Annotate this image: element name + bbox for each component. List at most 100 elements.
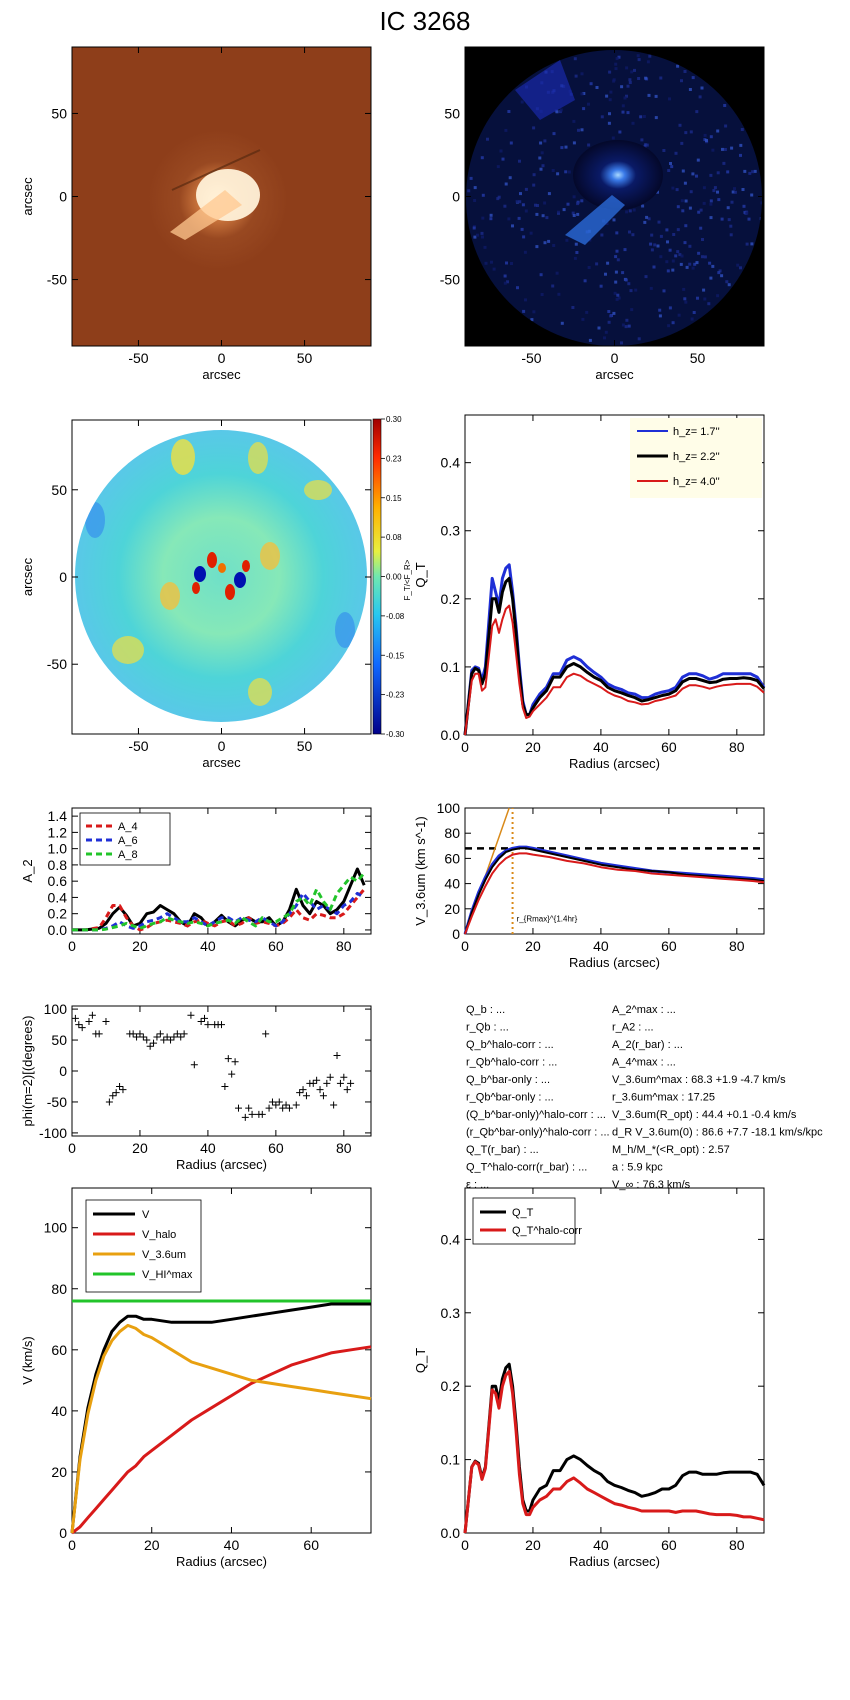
noise-dot: [658, 308, 662, 312]
noise-dot: [480, 156, 484, 160]
noise-dot: [620, 341, 623, 345]
param-right: V_3.6um^max : 68.3 +1.9 -4.7 km/s: [612, 1074, 786, 1086]
noise-dot: [733, 190, 737, 194]
noise-dot: [540, 293, 544, 296]
phase-point: [268, 1098, 276, 1106]
phase-point: [170, 1033, 178, 1041]
noise-dot: [628, 230, 631, 234]
noise-dot: [667, 324, 671, 328]
noise-dot: [750, 242, 754, 246]
phase-point: [330, 1101, 338, 1109]
phase-point: [88, 1011, 96, 1019]
param-right: r_3.6um^max : 17.25: [612, 1092, 715, 1104]
noise-dot: [532, 126, 536, 130]
noise-dot: [539, 141, 543, 145]
noise-dot: [709, 199, 713, 203]
x-axis-label: Radius (arcsec): [176, 1157, 267, 1172]
param-right: A_2(r_bar) : ...: [612, 1039, 683, 1051]
noise-dot: [484, 261, 488, 265]
blue-galaxy-feature: [515, 60, 575, 120]
noise-dot: [614, 62, 618, 66]
x-tick-label: 60: [268, 938, 284, 954]
noise-dot: [580, 72, 584, 76]
series-line-a-6: [72, 891, 365, 932]
noise-dot: [681, 209, 685, 213]
y-tick-label: 0.0: [48, 922, 68, 938]
axes-qt_profile: 0 20 40 60 80 0.0 0.1 0.2 0.3 0.4 Radius (arcsec) Q…: [413, 414, 766, 771]
phase-point: [143, 1036, 151, 1044]
x-tick-label: 80: [336, 938, 352, 954]
noise-dot: [582, 92, 586, 95]
noise-dot: [624, 325, 628, 329]
y-tick-label: 80: [51, 1281, 67, 1297]
noise-dot: [612, 311, 616, 315]
noise-dot: [646, 60, 650, 64]
noise-dot: [618, 130, 622, 134]
x-tick-label: 50: [297, 738, 313, 754]
x-tick-label: 40: [593, 739, 609, 755]
noise-dot: [726, 206, 730, 210]
noise-dot: [733, 187, 736, 191]
noise-dot: [753, 169, 757, 173]
noise-dot: [668, 306, 672, 310]
noise-dot: [607, 121, 611, 125]
phase-point: [343, 1086, 351, 1094]
noise-dot: [503, 204, 507, 208]
y-tick-label: -50: [440, 272, 460, 288]
noise-dot: [636, 54, 640, 58]
noise-dot: [543, 241, 547, 245]
phase-point: [347, 1079, 355, 1087]
noise-dot: [731, 190, 735, 194]
axes-force_map: -50 0 50 -50 0 50 arcsec arcsec: [20, 419, 372, 770]
noise-dot: [481, 193, 485, 197]
noise-dot: [690, 317, 694, 321]
noise-dot: [742, 204, 746, 208]
y-tick-label: 0: [452, 926, 460, 942]
noise-dot: [716, 129, 720, 133]
noise-dot: [727, 283, 731, 287]
noise-dot: [609, 90, 613, 94]
noise-dot: [626, 84, 630, 88]
noise-dot: [604, 330, 608, 334]
noise-dot: [702, 186, 706, 190]
noise-dot: [611, 136, 615, 140]
y-tick-label: 100: [437, 800, 461, 816]
noise-dot: [489, 217, 493, 221]
noise-dot: [730, 200, 734, 204]
noise-dot: [616, 293, 620, 297]
noise-dot: [703, 138, 707, 142]
phase-point: [241, 1113, 249, 1121]
noise-dot: [588, 338, 592, 342]
phase-point: [177, 1033, 185, 1041]
noise-dot: [684, 224, 688, 228]
x-tick-label: 40: [200, 938, 216, 954]
noise-dot: [716, 190, 719, 194]
colorbar-tick-label: 0.15: [386, 494, 402, 503]
noise-dot: [711, 264, 715, 268]
noise-dot: [702, 201, 706, 205]
noise-dot: [564, 145, 568, 149]
param-right: A_2^max : ...: [612, 1004, 676, 1016]
noise-dot: [535, 245, 539, 249]
noise-dot: [515, 199, 519, 203]
phase-point: [272, 1101, 280, 1109]
colorbar-tick-label: -0.15: [386, 651, 405, 660]
noise-dot: [518, 200, 522, 204]
series-line-a-2: [72, 867, 366, 932]
noise-dot: [662, 149, 666, 152]
phase-point: [173, 1030, 181, 1038]
noise-dot: [736, 263, 740, 267]
noise-dot: [572, 119, 576, 123]
noise-dot: [628, 209, 632, 213]
noise-dot: [688, 244, 692, 248]
noise-dot: [571, 211, 575, 215]
axes-phase: 0 20 40 60 80 -100 -50 0 50 100 Radius (arcsec) phi…: [20, 1001, 372, 1172]
noise-dot: [739, 266, 742, 270]
x-tick-label: 20: [132, 938, 148, 954]
noise-dot: [476, 233, 479, 237]
y-axis-label: A_2: [20, 859, 35, 882]
noise-dot: [637, 77, 641, 80]
phase-point: [234, 1104, 242, 1112]
series-line-a-8: [72, 872, 366, 932]
phase-point: [285, 1104, 293, 1112]
